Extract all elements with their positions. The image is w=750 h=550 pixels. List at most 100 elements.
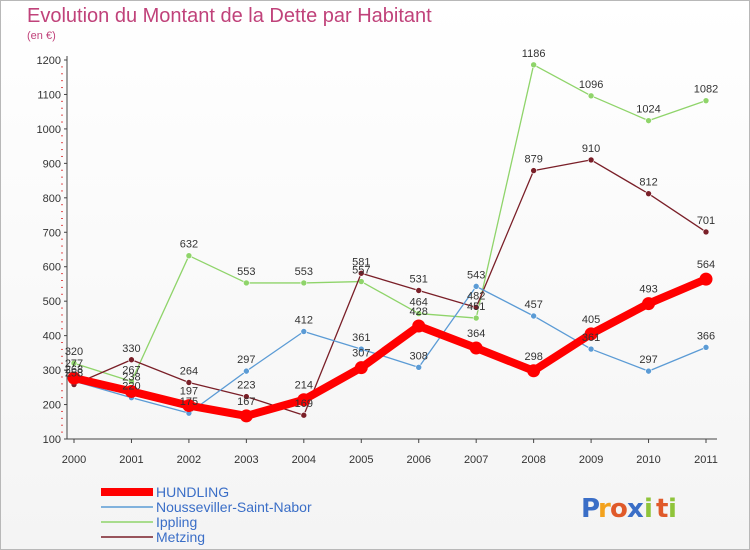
data-label: 451: [467, 301, 485, 313]
data-point: [67, 371, 81, 385]
data-label: 298: [524, 351, 542, 363]
data-label: 581: [352, 256, 370, 268]
chart-unit: (en €): [27, 30, 56, 42]
data-label: 264: [180, 365, 198, 377]
data-point: [297, 393, 311, 407]
series-line-ippling: [73, 64, 707, 383]
x-tick-label: 2000: [62, 454, 86, 466]
x-tick-label: 2003: [234, 454, 258, 466]
data-label: 553: [237, 266, 255, 278]
x-tick-label: 2007: [464, 454, 488, 466]
data-point: [587, 156, 595, 164]
data-point: [587, 345, 595, 353]
data-label: 169: [295, 398, 313, 410]
data-point: [415, 310, 423, 317]
legend-label: Ippling: [156, 514, 197, 530]
data-label: 238: [122, 371, 140, 383]
data-label: 330: [122, 343, 140, 355]
series-line-metzing: [73, 159, 707, 416]
data-label: 277: [65, 358, 83, 370]
data-label: 364: [467, 328, 485, 340]
x-tick-label: 2009: [579, 454, 603, 466]
data-label: 297: [639, 354, 657, 366]
data-label: 405: [582, 314, 600, 326]
data-label: 531: [410, 274, 428, 286]
y-tick-label: 900: [43, 158, 61, 170]
series-line-nousseviller-saint-nabor: [73, 285, 707, 414]
data-label: 175: [180, 396, 198, 408]
x-tick-label: 2008: [521, 454, 545, 466]
data-label: 197: [180, 386, 198, 398]
data-point: [300, 411, 308, 419]
y-tick-label: 500: [43, 296, 61, 308]
data-point: [124, 384, 138, 398]
data-point: [128, 378, 135, 385]
x-tick-label: 2010: [636, 454, 660, 466]
data-label: 1186: [522, 48, 546, 60]
logo-letter: t: [656, 494, 668, 524]
data-point: [243, 393, 250, 400]
data-point: [354, 361, 368, 375]
chart-title: Evolution du Montant de la Dette par Hab…: [27, 5, 432, 27]
data-label: 457: [524, 299, 542, 311]
data-point: [699, 272, 713, 286]
data-label: 557: [352, 265, 370, 277]
data-point: [645, 367, 652, 375]
data-label: 553: [295, 266, 313, 278]
y-tick-label: 600: [43, 262, 61, 274]
data-point: [642, 297, 656, 311]
data-label: 1096: [579, 79, 603, 91]
data-point: [584, 327, 598, 341]
data-point: [645, 190, 652, 197]
data-label: 361: [582, 332, 600, 344]
data-point: [472, 304, 480, 311]
y-tick-label: 400: [43, 331, 61, 343]
data-label: 267: [122, 364, 140, 376]
data-label: 464: [410, 297, 428, 309]
data-point: [239, 409, 253, 423]
data-labels: 320 267 632 553 553 557 464 451 1186 1096 1024 1082…: [65, 48, 718, 410]
y-tick-label: 1000: [37, 124, 61, 136]
logo-letter: i: [644, 494, 653, 524]
data-point: [70, 359, 78, 367]
axes: 100 200 300 400 500 600 700 800 900 1000 1100 1200 2…: [37, 55, 718, 466]
data-point: [185, 379, 193, 386]
x-tick-label: 2011: [694, 454, 718, 466]
data-label: 879: [524, 154, 542, 166]
y-tick-label: 1100: [37, 89, 61, 101]
y-tick-label: 100: [43, 434, 61, 446]
data-label: 910: [582, 143, 600, 155]
x-tick-label: 2001: [119, 454, 143, 466]
data-label: 366: [697, 330, 715, 342]
x-tick-label: 2005: [349, 454, 373, 466]
logo-letter: r: [598, 494, 611, 524]
data-label: 1082: [694, 84, 718, 96]
data-label: 220: [122, 381, 140, 393]
data-point: [415, 287, 423, 294]
data-point: [243, 279, 250, 287]
legend-label: Nousseviller-Saint-Nabor: [156, 499, 312, 515]
y-tick-label: 300: [43, 365, 61, 377]
legend-label: HUNDLING: [156, 484, 229, 500]
data-point: [412, 319, 426, 333]
x-tick-label: 2006: [406, 454, 430, 466]
data-point: [185, 252, 193, 260]
data-label: 812: [639, 177, 657, 189]
logo-letter: o: [610, 494, 628, 524]
data-point: [357, 345, 365, 353]
data-point: [243, 367, 250, 375]
data-point: [702, 344, 710, 351]
data-label: 493: [639, 284, 657, 296]
data-point: [357, 269, 365, 277]
y-tick-label: 800: [43, 193, 61, 205]
data-point: [530, 167, 537, 174]
y-tick-label: 200: [43, 400, 61, 412]
data-point: [469, 341, 483, 355]
data-point: [587, 92, 595, 100]
data-point: [300, 279, 308, 287]
data-point: [702, 97, 710, 104]
data-point: [415, 364, 423, 371]
data-point: [300, 328, 308, 335]
